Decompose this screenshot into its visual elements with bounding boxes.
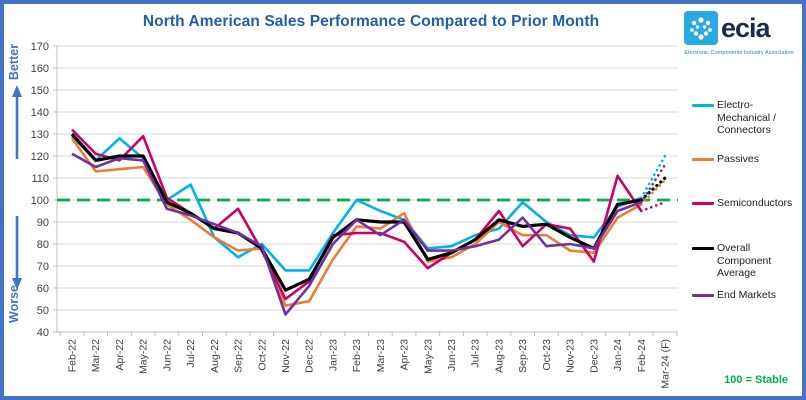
svg-text:120: 120 — [31, 151, 49, 163]
page-title: North American Sales Performance Compare… — [142, 13, 600, 30]
series-forecast-dotted-electro-mechanical-connectors — [639, 154, 667, 200]
x-tick-label: Aug-22 — [209, 339, 221, 373]
legend-swatch — [692, 202, 714, 205]
better-label: Better — [7, 44, 21, 80]
x-tick-label: Jan-23 — [327, 339, 339, 371]
legend-label: End Markets — [717, 289, 776, 301]
x-tick-label: Feb-24 — [636, 339, 648, 372]
x-tick-label: Apr-22 — [114, 339, 126, 371]
x-tick-label: Nov-23 — [565, 339, 577, 373]
legend-item-electro-mechanical-connectors: Electro-Mechanical / Connectors — [692, 99, 802, 137]
svg-text:100: 100 — [31, 195, 49, 207]
line-chart: 40 50 60 70 80 90 100 110 120 130 140 150 160 170 Feb-… — [7, 41, 678, 389]
x-tick-label: May-22 — [138, 339, 150, 374]
legend-item-semiconductors: Semiconductors — [692, 197, 792, 210]
svg-text:110: 110 — [31, 173, 49, 185]
x-tick-label: Jan-24 — [612, 339, 624, 371]
svg-text:60: 60 — [37, 283, 49, 295]
legend-label: Electro-Mechanical / Connectors — [717, 99, 776, 137]
legend-swatch — [692, 247, 714, 250]
x-tick-label: Nov-22 — [280, 339, 292, 373]
axes — [53, 45, 678, 336]
x-tick-label: Jun-23 — [446, 339, 458, 371]
legend-swatch — [692, 294, 714, 297]
legend-swatch — [692, 104, 714, 107]
svg-text:80: 80 — [37, 239, 49, 251]
series-forecast-dotted-passives — [639, 178, 667, 206]
legend-label: Semiconductors — [717, 197, 793, 209]
legend-swatch — [692, 158, 714, 161]
worse-label: Worse — [7, 285, 21, 323]
x-tick-label: Mar-23 — [375, 339, 387, 372]
data-series — [70, 128, 667, 316]
gridlines — [57, 45, 678, 333]
x-tick-label: Oct-23 — [541, 339, 553, 371]
svg-text:150: 150 — [31, 85, 49, 97]
ecia-logo-icon — [684, 11, 718, 45]
series-line-passives — [70, 137, 642, 307]
svg-text:40: 40 — [37, 327, 49, 339]
legend-item-overall-component-average: Overall Component Average — [692, 242, 802, 280]
x-tick-label: May-23 — [422, 339, 434, 374]
x-tick-label: Sep-22 — [233, 339, 245, 373]
x-tick-label: Dec-23 — [588, 339, 600, 373]
svg-text:170: 170 — [31, 41, 49, 53]
x-tick-label: Oct-22 — [256, 339, 268, 371]
svg-text:50: 50 — [37, 305, 49, 317]
legend-item-end-markets: End Markets — [692, 289, 776, 302]
series-forecast-dotted-overall-component-average — [639, 176, 667, 202]
series-line-semiconductors — [71, 128, 643, 301]
svg-text:130: 130 — [31, 129, 49, 141]
x-tick-label: Sep-23 — [517, 339, 529, 373]
ecia-logo-wordmark: ecia — [721, 12, 771, 43]
series-forecast-dotted-end-markets — [639, 163, 667, 204]
series-forecast-dotted-semiconductors — [639, 200, 667, 213]
series-line-overall-component-average — [70, 132, 642, 292]
x-tick-label: Feb-23 — [351, 339, 363, 372]
svg-text:160: 160 — [31, 63, 49, 75]
svg-text:140: 140 — [31, 107, 49, 119]
axis-tick-labels: 40 50 60 70 80 90 100 110 120 130 140 150 160 170 Feb-… — [31, 41, 672, 389]
series-line-end-markets — [71, 152, 642, 316]
legend-item-passives: Passives — [692, 153, 759, 166]
ecia-logo-subtitle: Electronic Components Industry Associati… — [684, 50, 794, 56]
down-arrow-icon — [12, 278, 22, 290]
x-tick-label: Mar-24 (F) — [660, 339, 672, 389]
up-arrow-icon — [12, 85, 22, 97]
legend-label: Overall Component Average — [717, 242, 772, 280]
x-tick-label: Jul-23 — [470, 339, 482, 368]
x-tick-label: Dec-22 — [304, 339, 316, 373]
svg-text:90: 90 — [37, 217, 49, 229]
x-tick-label: Feb-22 — [67, 339, 79, 372]
x-tick-label: Jul-22 — [185, 339, 197, 368]
x-tick-label: Aug-23 — [493, 339, 505, 373]
svg-text:70: 70 — [37, 261, 49, 273]
stable-footnote: 100 = Stable — [724, 374, 788, 386]
ecia-logo: ecia Electronic Components Industry Asso… — [684, 11, 794, 56]
x-tick-label: Jun-22 — [161, 339, 173, 371]
legend-label: Passives — [717, 153, 760, 165]
x-tick-label: Apr-23 — [399, 339, 411, 371]
x-tick-label: Mar-22 — [90, 339, 102, 372]
